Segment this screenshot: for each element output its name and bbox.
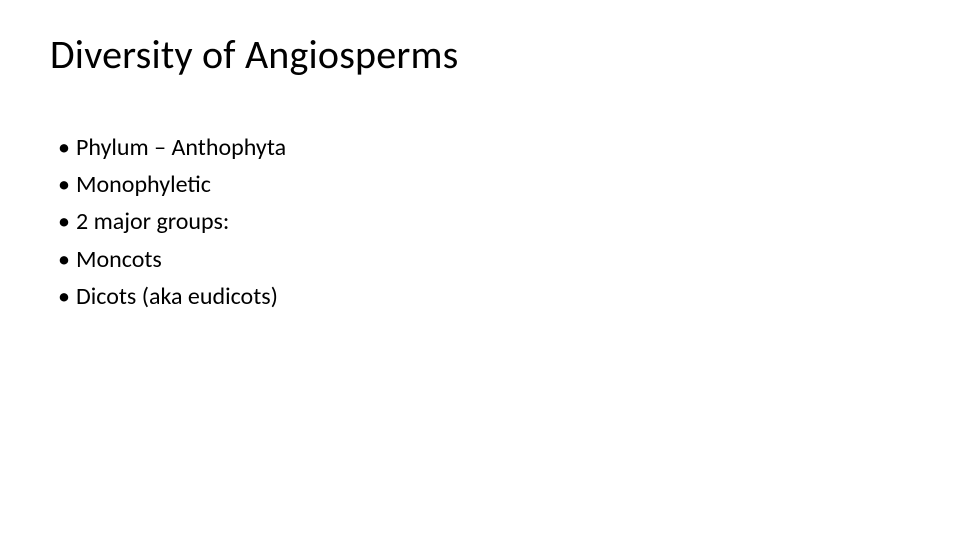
slide-title: Diversity of Angiosperms bbox=[50, 30, 910, 79]
list-item: Dicots (aka eudicots) bbox=[58, 278, 910, 315]
list-item: Monophyletic bbox=[58, 166, 910, 203]
bullet-list: Phylum – Anthophyta Monophyletic 2 major… bbox=[50, 129, 910, 315]
list-item: Phylum – Anthophyta bbox=[58, 129, 910, 166]
list-item: 2 major groups: bbox=[58, 203, 910, 240]
list-item: Moncots bbox=[58, 241, 910, 278]
